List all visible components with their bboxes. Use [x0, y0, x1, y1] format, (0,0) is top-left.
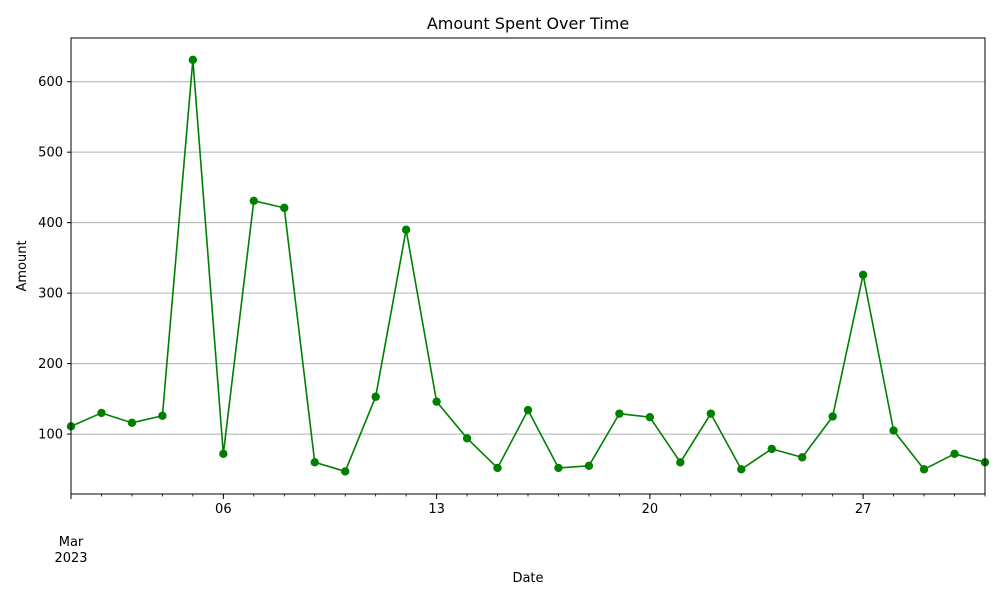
data-point: [127, 418, 137, 428]
data-point: [310, 458, 319, 467]
data-point: [523, 405, 533, 415]
y-axis: 100 200 300 400 500 600: [38, 75, 71, 443]
x-tick-label: 06: [215, 502, 232, 517]
data-point: [584, 461, 594, 471]
data-point: [341, 467, 350, 476]
data-point: [188, 55, 198, 65]
data-point: [889, 426, 898, 435]
x-tick-label: Mar: [59, 535, 84, 550]
series-line-group: [66, 55, 990, 476]
y-tick-label: 600: [38, 75, 63, 90]
y-tick-label: 500: [38, 146, 63, 161]
data-point: [798, 453, 807, 462]
data-point: [858, 270, 868, 280]
data-point: [737, 465, 746, 474]
y-tick-label: 400: [38, 216, 63, 231]
x-axis-title: Date: [512, 571, 543, 586]
x-tick-label: 27: [855, 502, 872, 517]
data-point: [950, 449, 959, 459]
x-tick-sublabel: 2023: [54, 551, 87, 566]
data-point: [249, 196, 258, 206]
data-point: [767, 444, 776, 454]
data-point: [158, 411, 167, 420]
data-point: [401, 225, 411, 234]
chart-title: Amount Spent Over Time: [427, 14, 629, 33]
x-tick-label: 13: [428, 502, 445, 517]
y-tick-label: 200: [38, 357, 63, 372]
x-tick-label: 20: [642, 502, 659, 517]
data-point: [676, 458, 685, 467]
data-point: [706, 409, 715, 418]
data-point: [219, 449, 228, 459]
data-point: [645, 412, 655, 422]
y-tick-label: 300: [38, 287, 63, 302]
data-point: [280, 203, 289, 213]
y-tick-label: 100: [38, 428, 63, 443]
gridlines: [71, 81, 985, 435]
data-point: [919, 465, 929, 474]
data-point: [493, 463, 502, 473]
data-point: [97, 408, 106, 418]
data-point: [432, 397, 441, 406]
data-point: [371, 392, 380, 401]
data-point: [554, 463, 563, 473]
data-point: [615, 409, 624, 418]
data-point: [462, 434, 472, 443]
data-point: [828, 412, 837, 421]
y-axis-title: Amount: [15, 240, 30, 291]
